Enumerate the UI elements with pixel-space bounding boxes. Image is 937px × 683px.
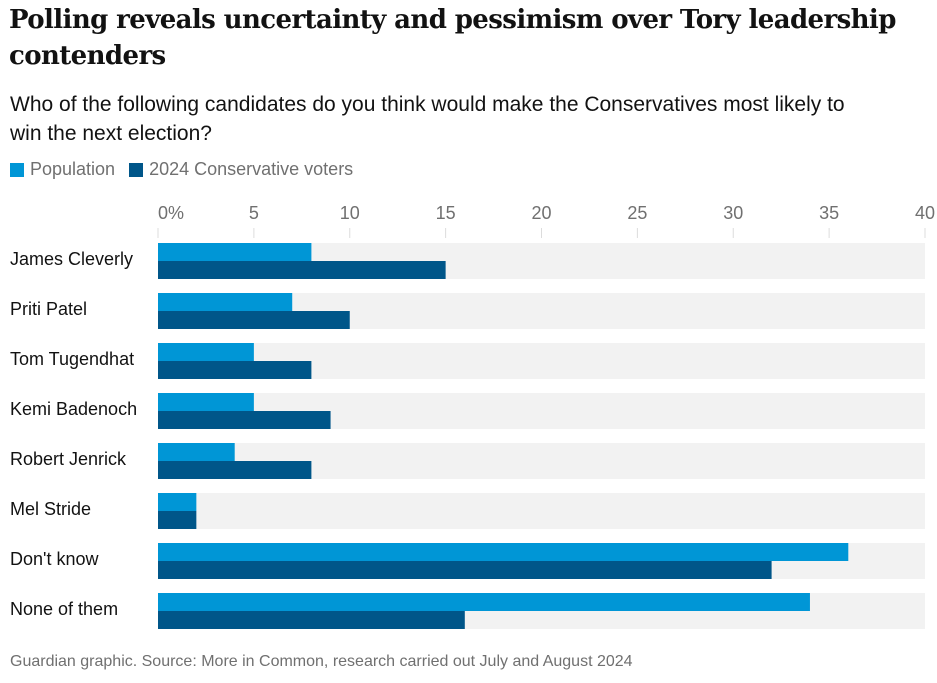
bar-chart: 0% 5 10 15 20 25 30 35 40 James Cleverly Priti Pat… (10, 203, 935, 629)
bar-conservative-voters (158, 411, 331, 429)
category-label: Don't know (10, 549, 99, 569)
chart-title: Polling reveals uncertainty and pessimis… (9, 5, 896, 71)
x-tick-label: 30 (723, 203, 743, 223)
x-tick-label: 5 (249, 203, 259, 223)
bar-population (158, 243, 312, 261)
source-note: Guardian graphic. Source: More in Common… (10, 653, 633, 670)
bar-conservative-voters (158, 461, 312, 479)
row-background (158, 493, 925, 529)
bar-conservative-voters (158, 611, 465, 629)
x-tick-label: 25 (627, 203, 647, 223)
category-label: Tom Tugendhat (10, 349, 134, 369)
bar-population (158, 343, 254, 361)
bar-population (158, 393, 254, 411)
bar-conservative-voters (158, 261, 446, 279)
category-label: Kemi Badenoch (10, 399, 137, 419)
bar-population (158, 543, 849, 561)
x-tick-label: 40 (915, 203, 935, 223)
category-label: Priti Patel (10, 299, 87, 319)
bar-conservative-voters (158, 361, 312, 379)
legend: Population 2024 Conservative voters (10, 159, 367, 180)
category-label: Mel Stride (10, 499, 91, 519)
legend-item-population: Population (10, 159, 115, 180)
bar-population (158, 293, 293, 311)
legend-label-population: Population (30, 159, 116, 179)
legend-swatch-population (10, 162, 24, 177)
bar-conservative-voters (158, 561, 772, 579)
category-label: Robert Jenrick (10, 449, 127, 469)
category-label: None of them (10, 599, 118, 619)
chart-subtitle: Who of the following candidates do you t… (10, 93, 845, 145)
legend-label-conservative-voters: 2024 Conservative voters (149, 159, 354, 179)
bar-population (158, 493, 197, 511)
x-tick-label: 35 (819, 203, 839, 223)
bar-conservative-voters (158, 511, 197, 529)
bar-population (158, 443, 235, 461)
category-label: James Cleverly (10, 249, 133, 269)
x-tick-label: 15 (436, 203, 456, 223)
x-tick-label: 0% (158, 203, 184, 223)
x-tick-label: 10 (340, 203, 360, 223)
bar-conservative-voters (158, 311, 350, 329)
legend-item-conservative-voters: 2024 Conservative voters (129, 159, 353, 180)
bar-population (158, 593, 810, 611)
legend-swatch-conservative-voters (129, 162, 144, 177)
x-tick-label: 20 (531, 203, 551, 223)
